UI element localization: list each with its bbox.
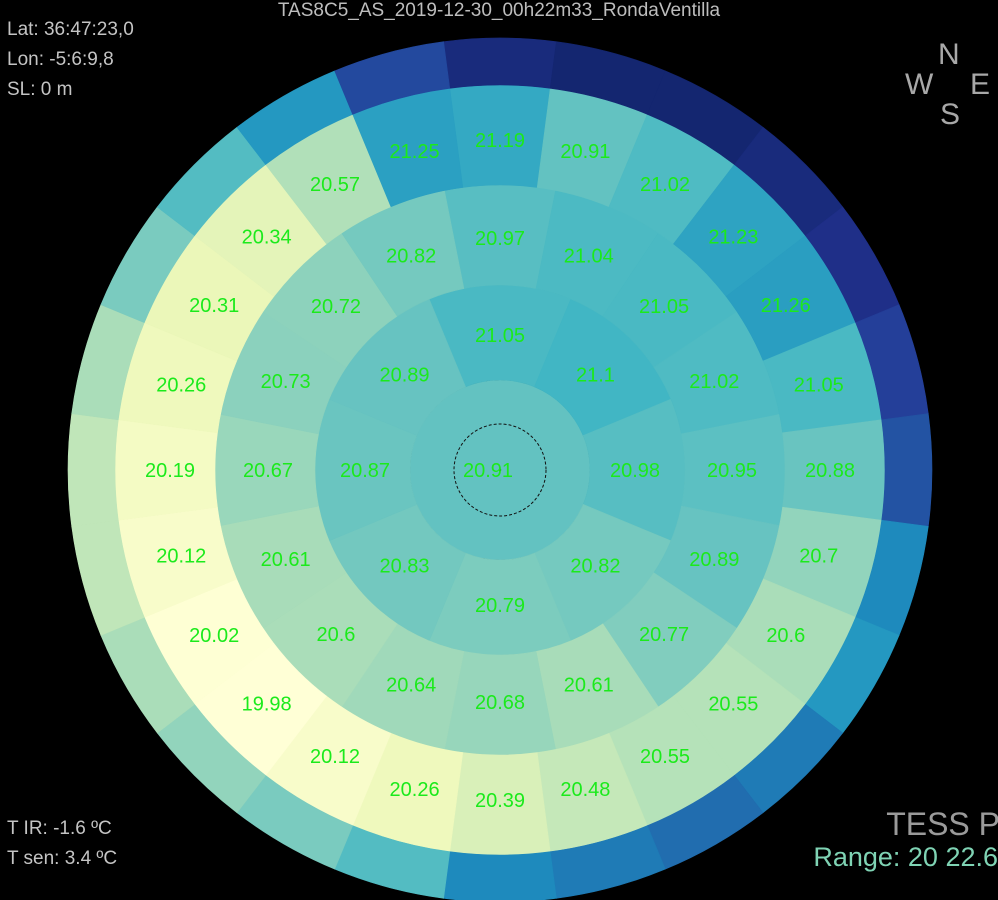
value-label: 20.82 (386, 246, 436, 268)
ring-outer-sector (881, 413, 933, 527)
ring-outer-sector (443, 37, 557, 89)
compass-west: W (905, 68, 934, 101)
value-label: 21.26 (761, 295, 811, 317)
value-label: 21.04 (564, 246, 614, 268)
value-label: 20.55 (640, 746, 690, 768)
value-label: 20.67 (243, 460, 293, 482)
value-label: 20.31 (189, 295, 239, 317)
value-label: 20.98 (610, 460, 660, 482)
device-name: TESS P (886, 806, 998, 842)
longitude-label: Lon: -5:6:9,8 (7, 49, 114, 70)
value-label: 20.55 (708, 693, 758, 715)
compass-east: E (970, 68, 991, 101)
value-label: 20.34 (242, 227, 292, 249)
value-label: 20.72 (311, 296, 361, 318)
value-label: 21.02 (689, 371, 739, 393)
ring-outer-sector (67, 413, 119, 527)
ring-outer-sector (334, 41, 451, 115)
value-label: 20.7 (799, 545, 838, 567)
zenith-dot (498, 468, 502, 472)
value-label: 20.6 (316, 624, 355, 646)
value-label: 19.98 (242, 693, 292, 715)
value-label: 20.82 (570, 555, 620, 577)
value-label: 20.83 (380, 555, 430, 577)
value-label: 20.57 (310, 174, 360, 196)
value-label: 20.64 (386, 674, 436, 696)
value-label: 20.89 (380, 365, 430, 387)
sea-level-label: SL: 0 m (7, 79, 73, 100)
value-label: 20.61 (261, 549, 311, 571)
value-label: 20.61 (564, 674, 614, 696)
value-label: 21.25 (390, 141, 440, 163)
value-label: 21.05 (639, 296, 689, 318)
value-label: 20.26 (156, 375, 206, 397)
value-label: 21.23 (708, 227, 758, 249)
value-label: 20.6 (766, 625, 805, 647)
temp-ir-label: T IR: -1.6 ºC (7, 818, 112, 839)
value-label: 20.12 (156, 545, 206, 567)
value-label: 21.05 (794, 375, 844, 397)
value-label: 20.79 (475, 595, 525, 617)
value-label: 20.19 (145, 460, 195, 482)
value-label: 21.1 (576, 365, 615, 387)
latitude-label: Lat: 36:47:23,0 (7, 19, 134, 40)
value-label: 20.91 (560, 141, 610, 163)
ring-outer-sector (443, 851, 557, 900)
value-label: 20.89 (689, 549, 739, 571)
value-label: 20.26 (390, 779, 440, 801)
value-label: 20.77 (639, 624, 689, 646)
value-label: 20.73 (261, 371, 311, 393)
value-label: 21.05 (475, 325, 525, 347)
color-range-label: Range: 20 22.6 (813, 842, 998, 872)
value-label: 20.88 (805, 460, 855, 482)
value-label: 20.91 (463, 460, 513, 482)
value-label: 20.39 (475, 790, 525, 812)
compass-south: S (940, 98, 961, 131)
value-label: 21.19 (475, 130, 525, 152)
chart-title: TAS8C5_AS_2019-12-30_00h22m33_RondaVenti… (277, 0, 721, 21)
value-label: 21.02 (640, 174, 690, 196)
value-label: 20.95 (707, 460, 757, 482)
value-label: 20.87 (340, 460, 390, 482)
temp-sensor-label: T sen: 3.4 ºC (7, 848, 118, 869)
value-label: 20.48 (560, 779, 610, 801)
zenith-circle (453, 423, 547, 517)
value-label: 20.97 (475, 228, 525, 250)
compass-north: N (938, 38, 960, 71)
value-label: 20.02 (189, 625, 239, 647)
value-label: 20.68 (475, 692, 525, 714)
value-label: 20.12 (310, 746, 360, 768)
